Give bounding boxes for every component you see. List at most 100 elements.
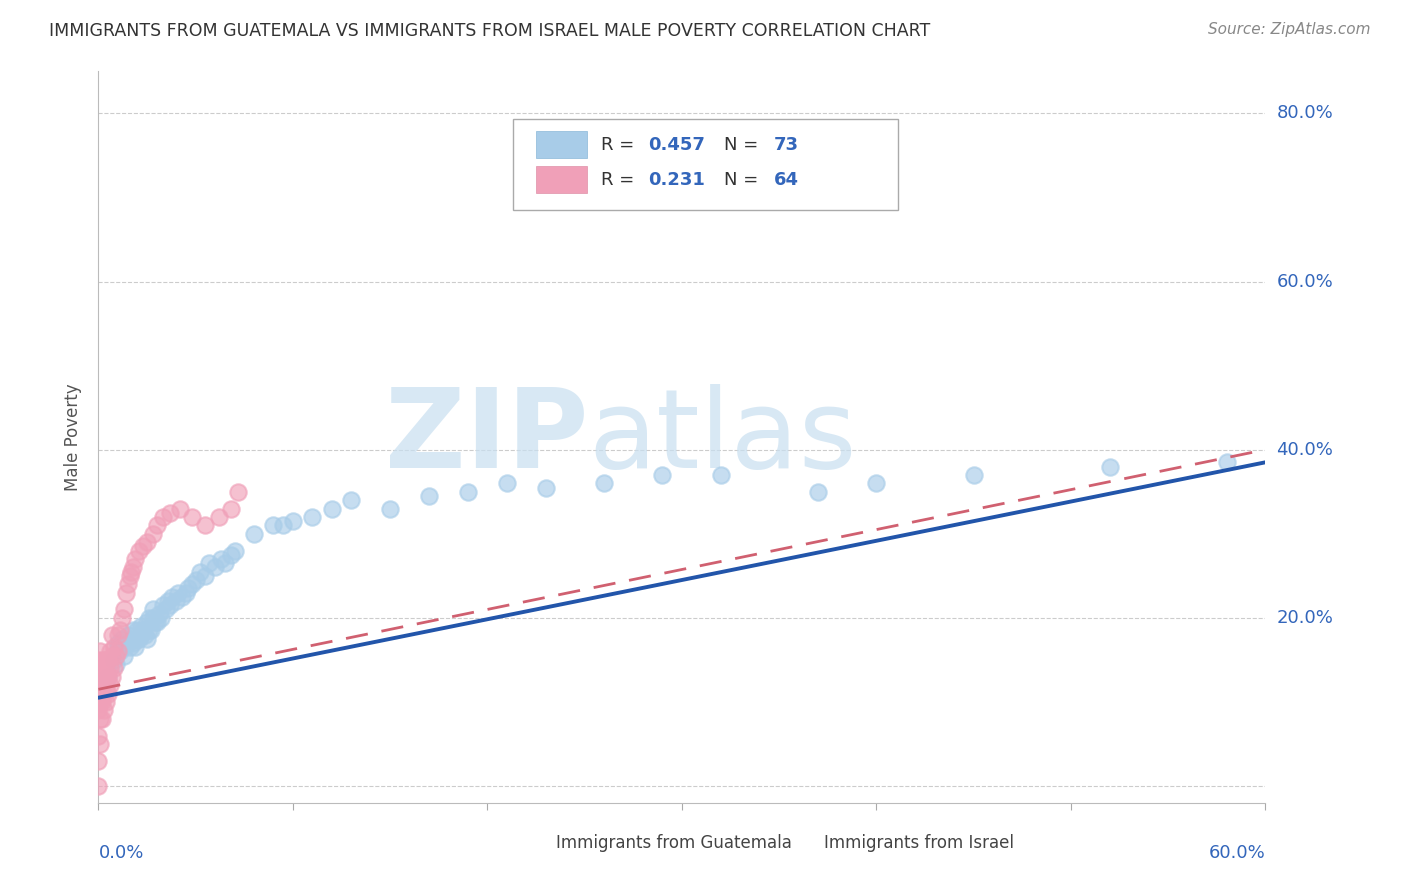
Point [129, 619, 152, 633]
Point [136, 535, 159, 549]
Point [87, 653, 110, 667]
Point [122, 560, 145, 574]
Point [107, 627, 129, 641]
Point [149, 611, 172, 625]
Point [107, 636, 129, 650]
Text: 80.0%: 80.0% [1277, 104, 1333, 122]
Point [710, 467, 733, 482]
Point [152, 599, 174, 613]
Point [129, 627, 152, 641]
Point [380, 501, 402, 516]
Point [114, 585, 136, 599]
Point [170, 590, 193, 604]
Point [118, 640, 141, 655]
Point [219, 548, 242, 562]
Point [132, 624, 155, 638]
Text: Immigrants from Guatemala: Immigrants from Guatemala [555, 834, 792, 852]
Point [136, 632, 159, 646]
Point [89, 686, 111, 700]
Point [162, 590, 184, 604]
Point [122, 624, 145, 638]
Point [143, 615, 166, 629]
Point [97, 653, 120, 667]
Point [91, 670, 114, 684]
FancyBboxPatch shape [536, 131, 588, 158]
Text: 60.0%: 60.0% [1277, 273, 1333, 291]
Point [243, 526, 266, 541]
Text: IMMIGRANTS FROM GUATEMALA VS IMMIGRANTS FROM ISRAEL MALE POVERTY CORRELATION CHA: IMMIGRANTS FROM GUATEMALA VS IMMIGRANTS … [49, 22, 931, 40]
Point [121, 632, 143, 646]
Point [96, 695, 118, 709]
Point [117, 577, 139, 591]
Point [139, 624, 162, 638]
Point [96, 682, 118, 697]
Point [91, 686, 114, 700]
Text: N =: N = [724, 170, 763, 188]
Point [159, 506, 181, 520]
Point [122, 636, 145, 650]
Point [118, 569, 141, 583]
Point [271, 518, 294, 533]
Point [134, 627, 156, 641]
Point [104, 657, 127, 671]
Point [1098, 459, 1121, 474]
Text: Source: ZipAtlas.com: Source: ZipAtlas.com [1208, 22, 1371, 37]
Point [155, 602, 177, 616]
Point [204, 560, 226, 574]
Point [157, 594, 180, 608]
Point [209, 552, 232, 566]
Point [127, 632, 149, 646]
Point [112, 602, 135, 616]
Point [107, 644, 129, 658]
Point [418, 489, 440, 503]
FancyBboxPatch shape [536, 167, 588, 193]
Point [865, 476, 887, 491]
Point [93, 653, 115, 667]
Text: R =: R = [602, 136, 640, 153]
Point [136, 615, 159, 629]
Point [103, 653, 125, 667]
Point [224, 543, 246, 558]
Point [138, 624, 160, 638]
Text: 20.0%: 20.0% [1277, 609, 1333, 627]
Text: atlas: atlas [589, 384, 858, 491]
Point [340, 493, 363, 508]
Point [87, 670, 110, 684]
Point [111, 632, 134, 646]
Point [177, 582, 200, 596]
FancyBboxPatch shape [510, 834, 550, 855]
Point [301, 510, 323, 524]
Text: N =: N = [724, 136, 763, 153]
Point [121, 565, 143, 579]
Point [128, 543, 150, 558]
Point [132, 540, 155, 554]
Point [962, 467, 984, 482]
FancyBboxPatch shape [779, 834, 818, 855]
Point [89, 661, 111, 675]
Point [194, 569, 217, 583]
Point [91, 653, 114, 667]
Point [128, 632, 150, 646]
Point [142, 611, 165, 625]
Point [228, 484, 250, 499]
Point [194, 518, 217, 533]
Point [91, 712, 114, 726]
Point [496, 476, 519, 491]
Point [87, 695, 110, 709]
Point [97, 670, 120, 684]
Text: R =: R = [602, 170, 640, 188]
Point [89, 737, 111, 751]
Point [101, 648, 124, 663]
Text: 64: 64 [775, 170, 799, 188]
Point [89, 678, 111, 692]
Point [169, 501, 191, 516]
Text: ZIP: ZIP [385, 384, 589, 491]
Point [87, 729, 110, 743]
Point [98, 661, 121, 675]
Point [219, 501, 242, 516]
Point [159, 599, 181, 613]
Point [89, 712, 111, 726]
Point [96, 657, 118, 671]
Point [152, 510, 174, 524]
Point [281, 514, 304, 528]
